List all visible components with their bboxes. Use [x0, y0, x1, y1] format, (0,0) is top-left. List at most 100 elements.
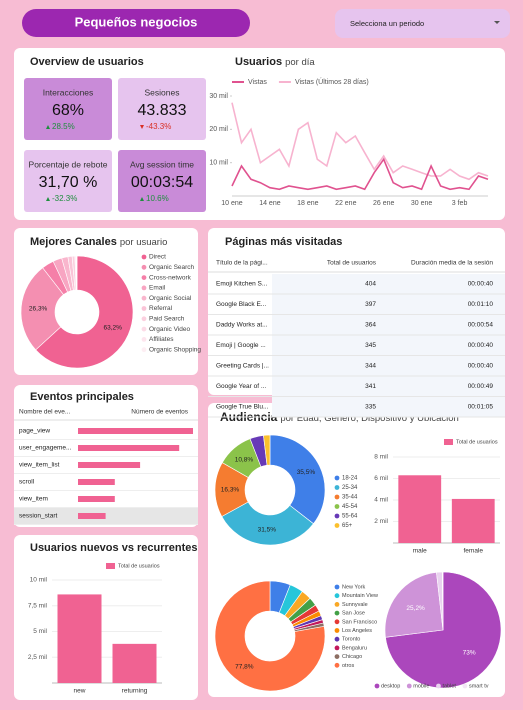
legend-label: Direct: [149, 254, 166, 261]
legend-label: 55-64: [342, 514, 358, 520]
legend-marker: [334, 654, 340, 659]
period-selector[interactable]: [335, 9, 510, 38]
scorecard-change: -43.3%: [146, 122, 171, 131]
bar: [112, 643, 157, 683]
legend-marker: [334, 619, 340, 625]
legend-label: Total de usuarios: [118, 563, 160, 569]
legend-label: Vistas (Últimos 28 días): [295, 77, 369, 86]
legend-label: Bengaluru: [342, 645, 367, 651]
value-label: 25,2%: [406, 605, 425, 612]
bar: [78, 479, 115, 485]
cell: 00:00:40: [468, 342, 494, 349]
legend-label: Affiliates: [149, 336, 174, 343]
legend-label: Organic Search: [149, 264, 195, 271]
legend-label: otros: [342, 663, 354, 669]
x-tick-label: 18 ene: [297, 200, 319, 207]
panel-title: Páginas más visitadas: [225, 236, 342, 248]
slice: [269, 434, 326, 525]
legend-marker: [141, 326, 147, 332]
bar: [398, 475, 442, 543]
slice: [441, 571, 444, 631]
legend-marker: [141, 264, 147, 270]
slice: [221, 501, 314, 546]
value-cell-bg: [272, 335, 505, 356]
legend-marker: [334, 513, 340, 519]
value-label: 10,8%: [235, 456, 254, 463]
scorecard-label: Avg session time: [130, 159, 194, 169]
legend-label: Chicago: [342, 654, 362, 660]
y-tick-label: 5 mil: [33, 628, 47, 635]
y-tick-label: 30 mil: [209, 93, 228, 100]
legend-label: smart tv: [469, 683, 489, 689]
scorecard-change: -32.3%: [52, 194, 77, 203]
y-tick-label: 7,5 mil: [28, 602, 48, 609]
x-tick-label: new: [74, 688, 86, 695]
dropdown-arrow[interactable]: [494, 21, 500, 24]
legend-marker: [334, 610, 340, 616]
value-cell-bg: [272, 376, 505, 397]
legend-marker: [141, 254, 147, 260]
legend-marker: [334, 523, 340, 528]
cell: 404: [365, 281, 376, 288]
legend-label: Toronto: [342, 637, 360, 643]
legend-label: Referral: [149, 305, 173, 312]
panel-title: Mejores Canales por usuario: [30, 236, 167, 248]
cell: Google Year of ...: [216, 383, 266, 390]
bar: [78, 428, 193, 434]
x-tick-label: 10 ene: [221, 200, 243, 207]
column-header: Nombre del eve...: [19, 409, 70, 416]
slice: [384, 572, 444, 638]
value-cell-bg: [272, 315, 505, 335]
legend-marker: [436, 683, 441, 689]
panel-subtitle: por Edad, Género, Dispositivo y Ubicació…: [280, 413, 458, 424]
legend-marker: [141, 295, 147, 301]
scorecard: [118, 150, 206, 212]
legend-marker: [141, 275, 147, 280]
value-label: 26,3%: [29, 305, 48, 312]
legend-label: Organic Shopping: [149, 346, 201, 353]
scorecard: [24, 150, 112, 212]
legend-label: Organic Video: [149, 326, 190, 333]
legend-label: 35-44: [342, 495, 358, 501]
legend-marker: [406, 683, 412, 689]
trend-arrow: [46, 125, 50, 129]
slice: [263, 434, 271, 466]
title-pill: [22, 9, 250, 37]
value-cell-bg: [272, 397, 505, 417]
slice: [75, 255, 78, 291]
period-selector-label[interactable]: Selecciona un periodo: [350, 19, 424, 28]
scorecard-value: 68%: [52, 102, 84, 119]
legend-marker: [334, 593, 340, 599]
cell: 335: [365, 404, 376, 411]
slice: [214, 580, 326, 692]
x-tick-label: 30 ene: [411, 200, 433, 207]
value-label: 63,2%: [103, 324, 122, 331]
legend-label: 45-54: [342, 504, 358, 510]
scorecard-label: Sesiones: [145, 87, 180, 97]
cell: Google True Blu...: [216, 404, 269, 411]
cell: 364: [365, 322, 376, 329]
value-label: 77,8%: [235, 663, 254, 670]
column-header: Número de eventos: [131, 409, 188, 416]
row-label: view_item: [19, 496, 48, 503]
scorecard-value: 43.833: [138, 102, 187, 119]
y-tick-label: 10 mil: [30, 577, 48, 584]
y-tick-label: 20 mil: [209, 126, 228, 133]
legend-label: 25-34: [342, 485, 358, 491]
legend-label: Total de usuarios: [456, 439, 498, 445]
trend-arrow: [140, 197, 144, 201]
cell: Daddy Works at...: [216, 322, 268, 329]
cell: Emoji | Google ...: [216, 342, 266, 349]
x-tick-label: female: [463, 548, 483, 555]
legend-label: mobile: [413, 683, 429, 689]
legend-label: New York: [342, 584, 365, 590]
legend-label: Mountain View: [342, 593, 378, 599]
legend-swatch: [106, 563, 115, 569]
trend-arrow: [140, 125, 144, 129]
cell: 00:01:10: [468, 301, 494, 308]
x-tick-label: 22 ene: [335, 200, 357, 207]
x-tick-label: 3 feb: [452, 200, 468, 207]
legend-marker: [334, 485, 340, 490]
legend-marker: [334, 602, 340, 607]
